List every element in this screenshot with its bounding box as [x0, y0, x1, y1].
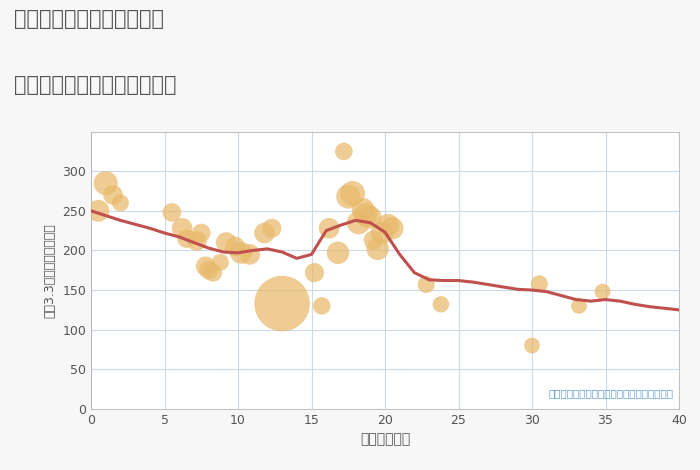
- Point: [421, 281, 432, 288]
- Point: [365, 213, 376, 221]
- Point: [195, 229, 207, 237]
- Point: [92, 207, 104, 215]
- Point: [276, 300, 288, 307]
- Point: [167, 209, 178, 216]
- Point: [108, 191, 119, 199]
- Point: [316, 302, 328, 310]
- Point: [386, 225, 398, 232]
- Point: [244, 251, 256, 258]
- Point: [200, 263, 211, 270]
- Point: [338, 148, 349, 155]
- Point: [259, 229, 270, 237]
- Point: [343, 193, 354, 200]
- Point: [332, 249, 344, 257]
- Point: [100, 180, 111, 187]
- Point: [207, 269, 218, 276]
- Point: [115, 199, 126, 207]
- Point: [347, 189, 358, 197]
- Point: [597, 288, 608, 296]
- Point: [309, 269, 320, 276]
- Point: [377, 229, 388, 237]
- Point: [323, 225, 335, 232]
- Point: [382, 221, 393, 229]
- Point: [235, 249, 246, 257]
- Text: 円の大きさは、取引のあった物件面積を示す: 円の大きさは、取引のあった物件面積を示す: [548, 388, 673, 398]
- Point: [534, 280, 545, 288]
- Point: [435, 300, 447, 308]
- Text: 神奈川県横浜市中区蓬莱町: 神奈川県横浜市中区蓬莱町: [14, 9, 164, 30]
- Point: [203, 266, 214, 274]
- Point: [353, 219, 364, 227]
- Point: [230, 243, 241, 250]
- Point: [215, 258, 226, 266]
- Point: [372, 245, 384, 252]
- Point: [358, 205, 369, 213]
- Point: [191, 237, 202, 245]
- X-axis label: 築年数（年）: 築年数（年）: [360, 432, 410, 446]
- Text: 築年数別中古マンション価格: 築年数別中古マンション価格: [14, 75, 176, 95]
- Point: [181, 235, 192, 243]
- Point: [220, 239, 232, 246]
- Point: [573, 302, 584, 310]
- Point: [526, 342, 538, 349]
- Point: [368, 236, 379, 244]
- Point: [266, 225, 277, 232]
- Point: [360, 211, 372, 219]
- Point: [176, 225, 188, 232]
- Y-axis label: 坪（3.3㎡）単価（万円）: 坪（3.3㎡）単価（万円）: [43, 223, 57, 318]
